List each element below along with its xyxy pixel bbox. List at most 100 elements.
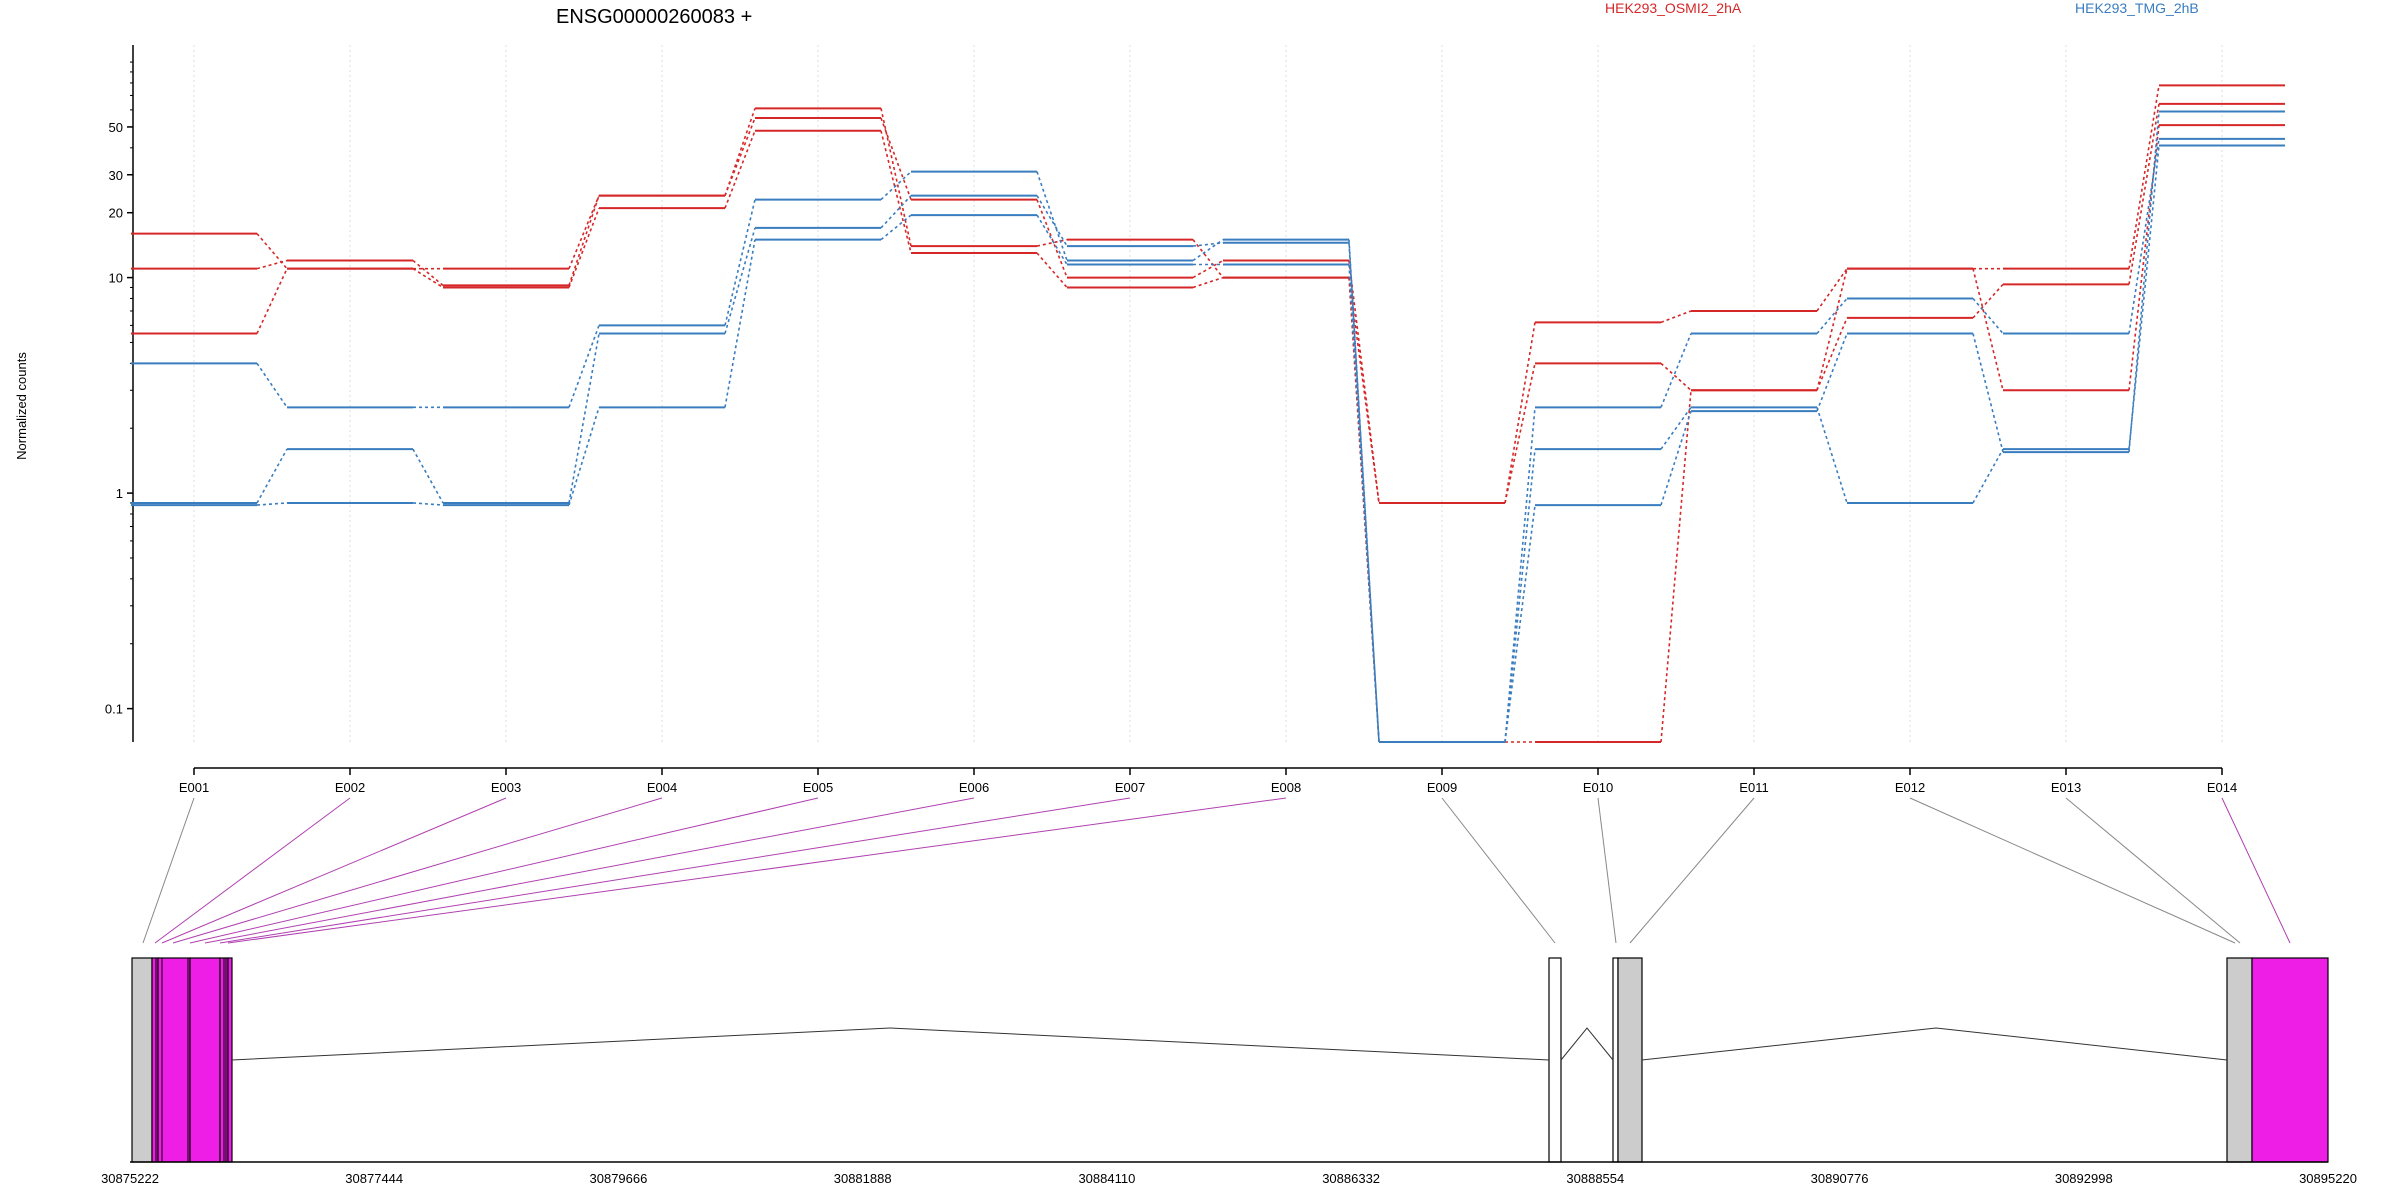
series-4-transition — [1816, 297, 1848, 335]
series-5-transition — [412, 448, 444, 504]
x-tick-label-e006: E006 — [959, 780, 989, 795]
x-tick-label-e003: E003 — [491, 780, 521, 795]
y-tick-label: 1 — [116, 486, 123, 501]
x-tick-label-e008: E008 — [1271, 780, 1301, 795]
genomic-tick-label: 30886332 — [1322, 1171, 1380, 1186]
series-6-transition — [1816, 333, 1848, 412]
series-2-transition — [256, 259, 288, 270]
y-tick-label: 50 — [109, 120, 123, 135]
series-6-transition — [1036, 214, 1068, 265]
series-4-transition — [1972, 297, 2004, 335]
series-4-transition — [880, 171, 912, 201]
legend-label-osmi2: HEK293_OSMI2_2hA — [1605, 0, 1742, 16]
series-1-transition — [256, 233, 288, 270]
series-5-transition — [568, 333, 600, 504]
series-3-transition — [1816, 268, 1848, 391]
series-6-transition — [1660, 410, 1692, 506]
series-4-transition — [1660, 333, 1692, 408]
series-3 — [131, 124, 2285, 743]
genomic-tick-label: 30884110 — [1078, 1171, 1135, 1186]
exon-box-e010 — [1612, 957, 1619, 1163]
series-2-transition — [1192, 259, 1224, 279]
series-3-transition — [724, 130, 756, 209]
series-4-transition — [256, 362, 288, 408]
intron-line-1 — [231, 1027, 1550, 1061]
x-tick-label-e010: E010 — [1583, 780, 1613, 795]
x-tick-label-e005: E005 — [803, 780, 833, 795]
series-3-transition — [1192, 276, 1224, 289]
y-tick-label: 10 — [109, 271, 123, 286]
series-1-transition — [1504, 322, 1536, 504]
data-series — [131, 84, 2285, 743]
series-1 — [131, 84, 2285, 504]
series-3-transition — [1972, 268, 2004, 391]
series-5-transition — [1192, 242, 1224, 247]
series-6-transition — [412, 502, 444, 506]
series-4-transition — [724, 199, 756, 326]
series-4-transition — [568, 325, 600, 408]
series-5-transition — [256, 448, 288, 504]
connector-e012 — [1909, 797, 2236, 944]
exon-box-e006 — [227, 957, 233, 1163]
genomic-tick-label: 30888554 — [1566, 1171, 1624, 1186]
genomic-tick-label: 30895220 — [2299, 1171, 2357, 1186]
connector-e009 — [1441, 797, 1556, 944]
exon-box-e002 — [151, 957, 159, 1163]
series-3-transition — [412, 267, 444, 289]
y-tick-label: 0.1 — [105, 702, 123, 717]
series-1-transition — [1816, 268, 1848, 312]
series-5-transition — [1660, 406, 1692, 450]
connector-e004 — [172, 797, 663, 944]
x-tick-label-e011: E011 — [1739, 780, 1768, 795]
connector-e001 — [142, 797, 195, 944]
series-4 — [131, 137, 2285, 743]
series-3-transition — [256, 268, 288, 334]
x-tick-label-e004: E004 — [647, 780, 677, 795]
exon-connectors — [142, 797, 2291, 944]
series-2-transition — [880, 117, 912, 200]
series-2-transition — [1660, 362, 1692, 391]
series-6-transition — [1972, 333, 2004, 453]
x-tick-label-e014: E014 — [2207, 780, 2237, 795]
series-3-transition — [1036, 252, 1068, 288]
series-1-transition — [880, 108, 912, 247]
series-2 — [131, 102, 2285, 504]
grid-lines — [193, 45, 2223, 742]
gene-model: 30875222 30877444 30879666 30881888 30884110… — [101, 957, 2357, 1186]
connector-e005 — [189, 797, 819, 944]
exon-box-e004 — [189, 957, 221, 1163]
series-5-transition — [1036, 195, 1068, 247]
exon-box-e003 — [157, 957, 191, 1163]
series-1-transition — [568, 195, 600, 269]
series-4-transition — [1036, 171, 1068, 261]
series-2-transition — [1348, 260, 1380, 504]
series-5 — [131, 144, 2285, 743]
connector-e010 — [1597, 797, 1617, 944]
exon-box-e009 — [1548, 957, 1562, 1163]
connector-e013 — [2065, 797, 2241, 944]
genomic-tick-label: 30890776 — [1811, 1171, 1869, 1186]
series-1-transition — [1192, 239, 1224, 279]
x-tick-label-e002: E002 — [335, 780, 365, 795]
genomic-tick-label: 30875222 — [101, 1171, 159, 1186]
series-5-transition — [2128, 145, 2160, 450]
series-1-transition — [1036, 238, 1068, 247]
series-1-transition — [1660, 310, 1692, 324]
exon-box-e001 — [131, 957, 153, 1163]
series-2-transition — [724, 117, 756, 196]
x-tick-label-e012: E012 — [1895, 780, 1925, 795]
series-5-transition — [1504, 449, 1536, 743]
genomic-tick-label: 30892998 — [2055, 1171, 2113, 1186]
genomic-tick-label: 30879666 — [590, 1171, 648, 1186]
series-5-transition — [724, 227, 756, 334]
y-tick-label: 30 — [109, 168, 123, 183]
series-3-transition — [568, 207, 600, 288]
series-6-transition — [724, 239, 756, 408]
genomic-tick-label: 30877444 — [345, 1171, 403, 1186]
series-6-transition — [880, 214, 912, 241]
connector-e002 — [154, 797, 351, 944]
genomic-tick-label: 30881888 — [834, 1171, 892, 1186]
series-5-transition — [1816, 407, 1848, 504]
series-2-transition — [1972, 283, 2004, 319]
